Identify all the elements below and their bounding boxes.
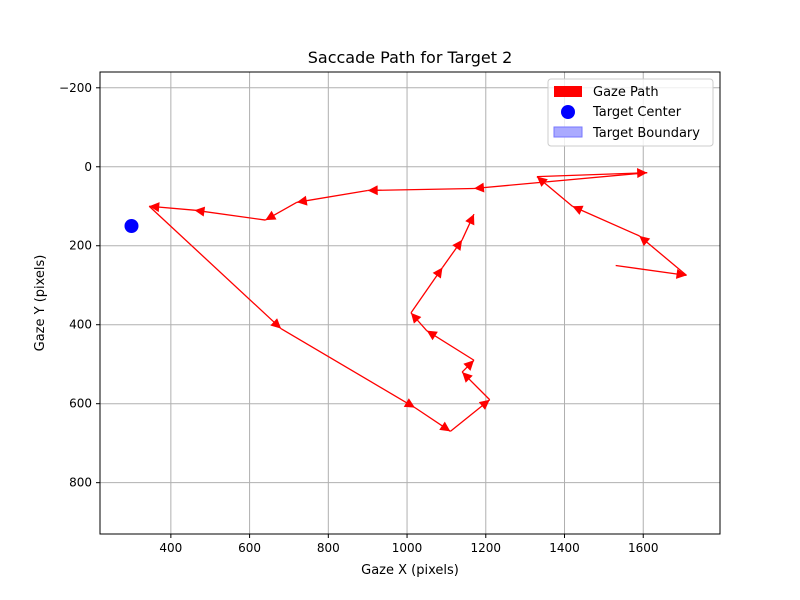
legend-target-center-label: Target Center <box>592 105 682 120</box>
x-tick-label: 1600 <box>628 541 659 555</box>
gaze-path-arrow <box>149 202 195 213</box>
plot-frame <box>99 71 721 535</box>
chart-title: Saccade Path for Target 2 <box>308 48 513 67</box>
y-tick-label: 600 <box>69 397 92 411</box>
x-tick-label: 1200 <box>471 541 502 555</box>
gaze-path-arrow <box>638 235 687 276</box>
gaze-path-arrow <box>461 213 475 241</box>
x-tick-label: 1400 <box>549 541 580 555</box>
gaze-path-arrow <box>296 189 368 206</box>
y-tick-label: 800 <box>69 476 92 490</box>
gaze-path-arrow <box>414 407 451 432</box>
y-tick-label: 400 <box>69 318 92 332</box>
y-tick-label: 200 <box>69 239 92 253</box>
gaze-path-arrow <box>280 328 416 409</box>
gaze-path-arrow <box>615 264 687 279</box>
gaze-path-arrow <box>265 201 298 221</box>
legend-target-center-swatch <box>561 105 575 119</box>
gaze-path-arrow <box>410 312 428 332</box>
gaze-path-arrow <box>461 371 491 401</box>
gaze-path-arrow <box>441 239 463 268</box>
gaze-path-arrow <box>572 205 640 237</box>
x-axis-label: Gaze X (pixels) <box>361 563 459 578</box>
legend-gaze-path-label: Gaze Path <box>593 85 659 100</box>
legend-target-boundary-label: Target Boundary <box>592 126 700 141</box>
legend-frame <box>547 78 714 147</box>
legend-target-boundary-swatch <box>553 126 583 138</box>
axis-ticks: 400 600 800 1000 1200 1400 1600 −200 0 200 400 600 8… <box>59 81 658 555</box>
x-tick-label: 800 <box>317 541 340 555</box>
gaze-path-arrow <box>473 172 648 193</box>
y-axis-label: Gaze Y (pixels) <box>33 255 48 352</box>
x-tick-label: 600 <box>238 541 261 555</box>
gaze-path-arrow <box>426 330 475 361</box>
gaze-path-arrow <box>410 267 444 314</box>
x-tick-label: 400 <box>159 541 182 555</box>
gaze-path-arrow <box>194 206 266 221</box>
legend-gaze-path-swatch <box>554 86 582 97</box>
x-tick-label: 1000 <box>392 541 423 555</box>
gaze-path-arrow <box>461 359 475 373</box>
target-markers <box>124 219 139 233</box>
y-tick-label: −200 <box>59 81 92 95</box>
y-tick-label: 0 <box>84 160 92 174</box>
legend: Gaze Path Target Center Target Boundary <box>547 78 714 147</box>
gaze-path-arrow <box>449 399 491 432</box>
plot-area <box>100 72 720 534</box>
gaze-path-arrow <box>367 185 474 196</box>
gaze-path-arrow <box>536 168 648 179</box>
gaze-path-arrow <box>148 205 282 330</box>
gaze-path-arrows <box>148 168 687 432</box>
target-center-point <box>124 219 139 233</box>
